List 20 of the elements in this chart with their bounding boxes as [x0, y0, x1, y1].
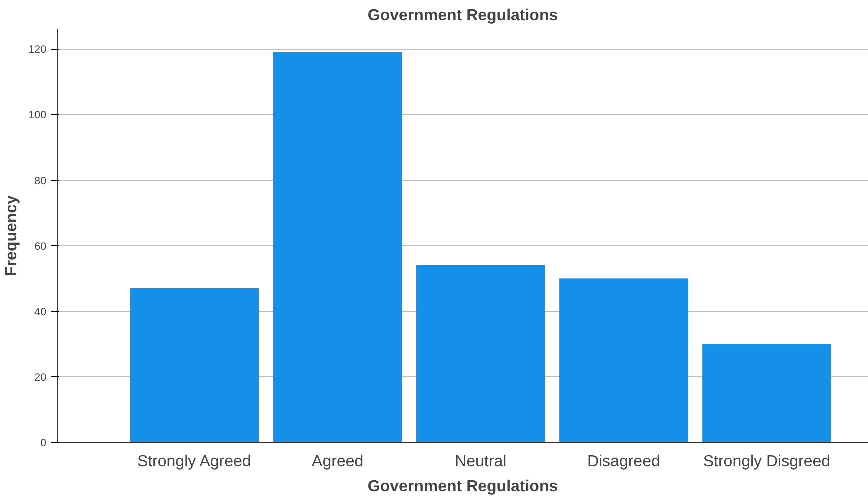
x-tick-label: Disagreed — [587, 454, 660, 470]
bar — [273, 52, 402, 442]
x-tick-label: Agreed — [312, 454, 364, 470]
x-tick-label: Strongly Disgreed — [703, 454, 831, 470]
bar — [416, 266, 546, 442]
bar — [702, 344, 832, 442]
bar — [130, 288, 260, 442]
x-tick-label: Neutral — [455, 454, 507, 470]
chart-title: Government Regulations — [368, 8, 558, 24]
y-tick-label: 40 — [34, 306, 47, 318]
y-axis-title: Frequency — [4, 195, 21, 276]
y-tick-label: 60 — [34, 240, 47, 253]
y-tick-label: 80 — [34, 175, 47, 188]
y-tick-label: 120 — [28, 44, 47, 56]
y-tick-label: 100 — [28, 110, 47, 122]
x-axis-title: Government Regulations — [368, 478, 558, 496]
y-tick-label: 0 — [40, 438, 47, 450]
bar — [560, 278, 688, 442]
y-tick-label: 20 — [34, 372, 47, 384]
x-tick-label: Strongly Agreed — [137, 454, 252, 470]
